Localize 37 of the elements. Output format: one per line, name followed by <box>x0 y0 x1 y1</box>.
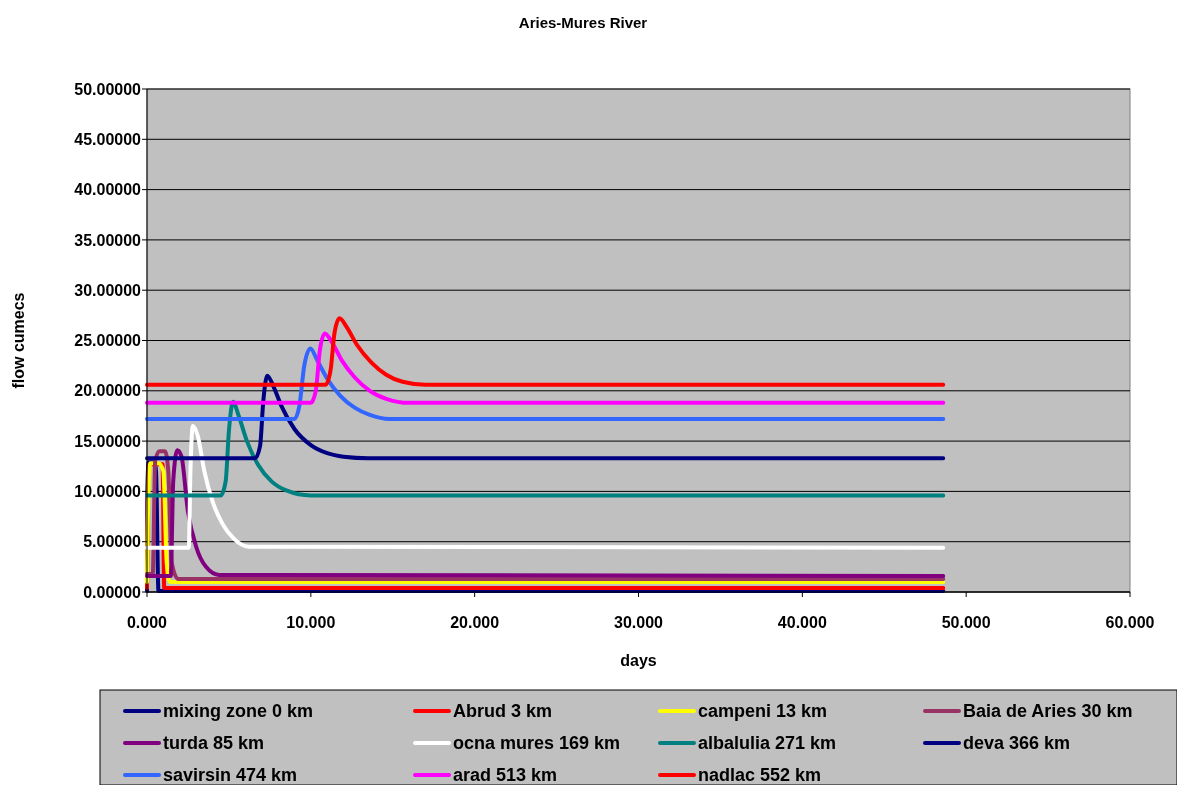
line-series <box>145 331 946 405</box>
legend-label: savirsin 474 km <box>163 765 298 785</box>
x-tick-label: 10.000 <box>286 614 336 631</box>
legend-label: turda 85 km <box>163 733 265 754</box>
legend-label: Abrud 3 km <box>453 701 553 722</box>
line-series <box>145 424 946 550</box>
legend-label: mixing zone 0 km <box>163 701 314 722</box>
legend-label: albalulia 271 km <box>698 733 837 754</box>
legend-label: deva 366 km <box>963 733 1071 754</box>
x-axis-title: days <box>620 652 657 669</box>
chart-title: Aries-Mures River <box>518 14 648 31</box>
y-tick-label: 5.00000 <box>83 533 142 551</box>
x-tick-label: 0.000 <box>126 614 168 631</box>
y-tick-label: 45.00000 <box>74 130 142 148</box>
legend-label: arad 513 km <box>453 765 558 785</box>
line-series <box>145 316 946 387</box>
legend-label: ocna mures 169 km <box>453 733 621 754</box>
legend-label: nadlac 552 km <box>698 765 822 785</box>
line-series <box>145 346 946 421</box>
y-tick-label: 25.00000 <box>74 332 142 350</box>
y-tick-label: 30.00000 <box>74 281 142 299</box>
y-tick-label: 10.00000 <box>74 483 142 500</box>
y-tick-label: 20.00000 <box>74 382 142 400</box>
x-tick-label: 50.000 <box>941 614 991 631</box>
legend-label: Baia de Aries 30 km <box>963 701 1133 722</box>
x-tick-label: 30.000 <box>614 614 664 631</box>
y-tick-label: 50.00000 <box>74 80 142 98</box>
x-tick-label: 60.000 <box>1105 614 1155 631</box>
y-axis-title: flow cumecs <box>10 292 27 389</box>
x-tick-label: 20.000 <box>450 614 500 631</box>
legend-label: campeni 13 km <box>698 701 828 722</box>
x-tick-label: 40.000 <box>777 614 827 631</box>
y-tick-label: 0.00000 <box>83 583 142 601</box>
y-tick-label: 40.00000 <box>74 181 142 199</box>
line-series <box>145 399 946 498</box>
y-tick-label: 35.00000 <box>74 231 142 249</box>
y-tick-label: 15.00000 <box>74 432 142 450</box>
